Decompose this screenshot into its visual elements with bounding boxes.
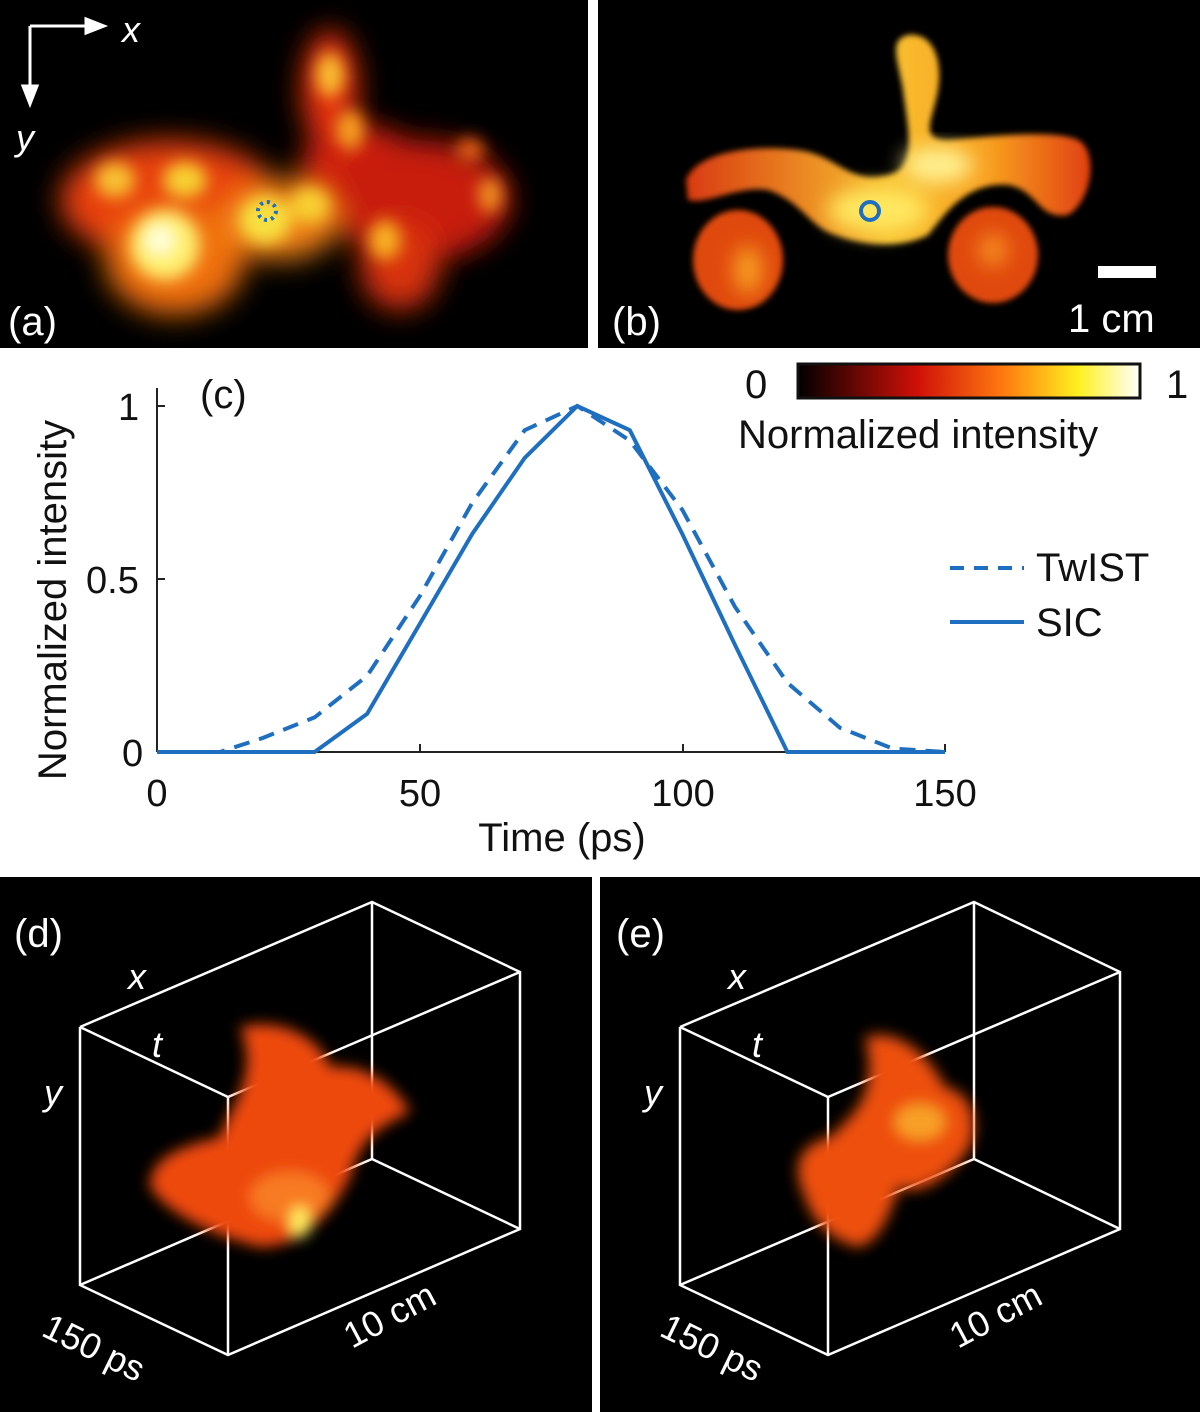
svg-text:0: 0 <box>122 733 143 775</box>
svg-text:0.5: 0.5 <box>86 560 139 602</box>
panel-a-twist-image: x y (a) <box>0 0 588 348</box>
chart-legend: TwIST SIC <box>950 546 1149 645</box>
series-sic-line <box>157 403 945 754</box>
scale-bar <box>1098 266 1156 278</box>
scale-bar-label: 1 cm <box>1068 297 1155 341</box>
probe-marker-dotted <box>256 200 278 222</box>
x-axis-title: Time (ps) <box>478 816 645 860</box>
axis-x-label: x <box>726 956 748 997</box>
legend-twist-label: TwIST <box>1036 546 1149 590</box>
svg-text:50: 50 <box>399 773 441 815</box>
axis-y-label: y <box>13 117 36 158</box>
y-axis-title: Normalized intensity <box>31 420 75 780</box>
heatmap-a: x y (a) <box>8 9 510 344</box>
legend-sic-label: SIC <box>1036 601 1103 645</box>
volume-render-d: (d) x t y 150 ps 10 cm <box>14 900 522 1390</box>
svg-text:1: 1 <box>118 387 139 429</box>
axis-y-label: y <box>41 1072 64 1113</box>
series-twist-line <box>157 403 946 754</box>
x-tick-labels: 0 50 100 150 <box>146 773 976 815</box>
panel-label-c: (c) <box>200 373 247 417</box>
volume-render-e: (e) x t y 150 ps 10 cm <box>616 900 1122 1390</box>
colorbar: 0 1 Normalized intensity <box>738 362 1188 457</box>
svg-text:150: 150 <box>913 773 976 815</box>
panel-label-e: (e) <box>616 912 665 956</box>
axis-x-label: x <box>126 956 148 997</box>
y-tick-labels: 1 0.5 0 <box>86 387 143 775</box>
panel-label-d: (d) <box>14 912 63 956</box>
axis-x-label: x <box>120 9 142 50</box>
panel-c-line-chart: 0 1 Normalized intensity (c) 1 0.5 0 0 5… <box>31 362 1188 860</box>
xy-axes-icon <box>20 16 109 109</box>
axis-y-label: y <box>641 1072 664 1113</box>
panel-label-a: (a) <box>8 300 57 344</box>
svg-text:0: 0 <box>146 773 167 815</box>
axis-t-label: t <box>752 1024 764 1065</box>
probe-marker <box>859 200 881 222</box>
dim-space-label: 10 cm <box>943 1274 1049 1356</box>
colorbar-max-label: 1 <box>1166 363 1188 407</box>
panel-e-sic-3d: (e) x t y 150 ps 10 cm <box>600 877 1200 1412</box>
colorbar-title: Normalized intensity <box>738 413 1098 457</box>
panel-label-b: (b) <box>612 300 661 344</box>
dim-time-label: 150 ps <box>36 1305 151 1389</box>
panel-b-sic-image: 1 cm (b) <box>598 0 1200 348</box>
colorbar-min-label: 0 <box>745 363 767 407</box>
heatmap-b: 1 cm (b) <box>612 34 1156 344</box>
axis-t-label: t <box>152 1024 164 1065</box>
panel-d-twist-3d: (d) x t y 150 ps 10 cm <box>0 877 592 1412</box>
svg-text:100: 100 <box>651 773 714 815</box>
